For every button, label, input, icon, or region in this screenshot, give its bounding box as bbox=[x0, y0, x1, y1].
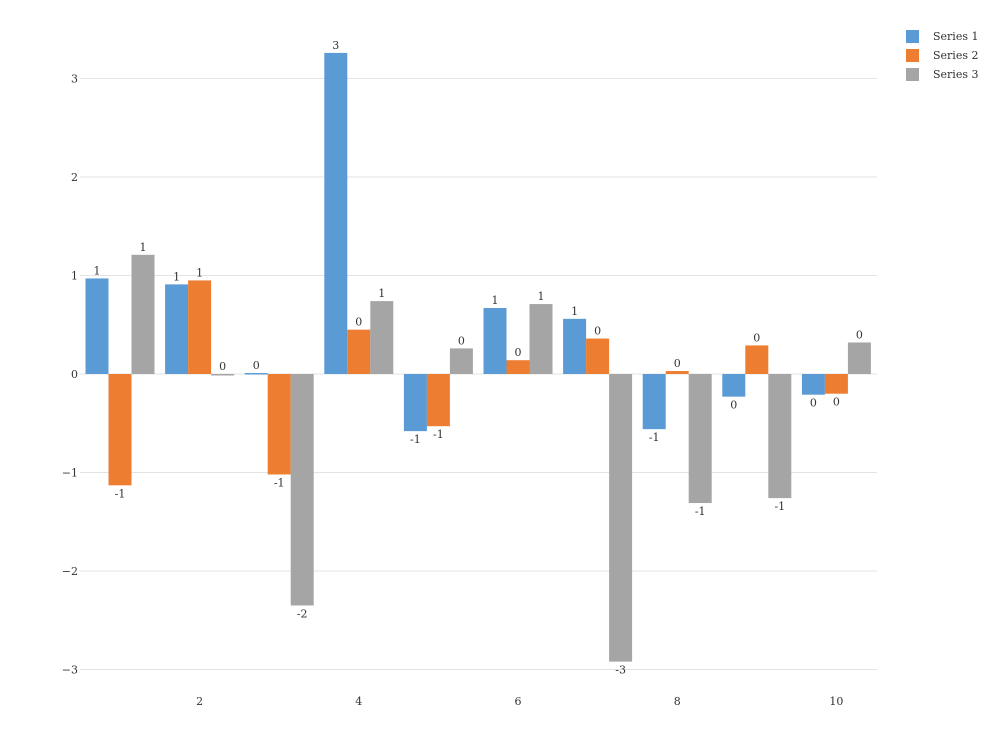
bar bbox=[483, 308, 507, 374]
data-label: -1 bbox=[695, 505, 706, 518]
data-label: -3 bbox=[615, 664, 626, 677]
bar bbox=[563, 318, 587, 374]
data-label: 0 bbox=[458, 334, 465, 347]
bar bbox=[290, 374, 314, 606]
data-label: -1 bbox=[274, 476, 285, 489]
data-label: 0 bbox=[833, 396, 840, 409]
bar bbox=[529, 304, 553, 374]
y-tick-label: −3 bbox=[62, 664, 78, 677]
data-label: 1 bbox=[538, 290, 545, 303]
legend-item-series-3[interactable]: Series 3 bbox=[906, 65, 978, 84]
bar bbox=[449, 348, 473, 374]
data-label: 0 bbox=[219, 360, 226, 373]
bar bbox=[211, 374, 235, 376]
bar bbox=[131, 254, 155, 374]
data-label: -2 bbox=[297, 607, 308, 620]
bar bbox=[85, 278, 109, 374]
data-label: -1 bbox=[774, 500, 785, 513]
bar bbox=[267, 374, 291, 475]
data-label: 0 bbox=[594, 325, 601, 338]
data-labels: 1 1 0 3 -1 1 1 -1 0 0 -1 1 -1 0 -1 0 0 0 0 0 1 0 -2 1 0 1 -3 -1 -1 0 bbox=[94, 39, 863, 677]
data-label: 3 bbox=[332, 39, 339, 52]
y-tick-label: −1 bbox=[62, 467, 78, 480]
bar bbox=[586, 338, 610, 374]
bar bbox=[108, 374, 132, 486]
legend-label: Series 3 bbox=[933, 68, 979, 81]
bar bbox=[847, 342, 871, 374]
y-tick-label: 1 bbox=[71, 270, 78, 283]
data-label: 1 bbox=[378, 287, 385, 300]
bar bbox=[506, 360, 530, 374]
data-label: 0 bbox=[515, 346, 522, 359]
legend: Series 1 Series 2 Series 3 bbox=[906, 27, 978, 84]
y-tick-label: 2 bbox=[71, 171, 78, 184]
data-label: 1 bbox=[196, 266, 203, 279]
data-label: 0 bbox=[674, 357, 681, 370]
data-label: 0 bbox=[810, 397, 817, 410]
x-axis-ticks: 2 4 6 8 10 bbox=[196, 695, 843, 708]
data-label: 1 bbox=[173, 270, 180, 283]
bar bbox=[745, 345, 769, 374]
legend-item-series-1[interactable]: Series 1 bbox=[906, 27, 978, 46]
data-label: 0 bbox=[856, 328, 863, 341]
data-label: 0 bbox=[355, 316, 362, 329]
bar bbox=[665, 371, 689, 374]
legend-item-series-2[interactable]: Series 2 bbox=[906, 46, 978, 65]
bar bbox=[688, 374, 712, 504]
bar bbox=[324, 52, 348, 374]
data-label: -1 bbox=[433, 428, 444, 441]
bar bbox=[642, 374, 666, 430]
y-tick-label: 3 bbox=[71, 73, 78, 86]
bar bbox=[801, 374, 825, 395]
bar bbox=[768, 374, 792, 499]
legend-label: Series 2 bbox=[933, 49, 979, 62]
data-label: -1 bbox=[649, 431, 660, 444]
x-tick-label: 2 bbox=[196, 695, 203, 708]
x-tick-label: 8 bbox=[674, 695, 681, 708]
data-label: 1 bbox=[492, 294, 499, 307]
data-label: 0 bbox=[753, 331, 760, 344]
bar bbox=[609, 374, 633, 662]
bar bbox=[347, 329, 371, 374]
legend-swatch bbox=[906, 49, 919, 62]
data-label: 1 bbox=[571, 305, 578, 318]
legend-swatch bbox=[906, 30, 919, 43]
data-label: 1 bbox=[140, 241, 147, 254]
bar bbox=[188, 280, 212, 374]
data-label: -1 bbox=[115, 487, 126, 500]
bar bbox=[370, 301, 394, 374]
bar bbox=[824, 374, 848, 394]
data-label: -1 bbox=[410, 433, 421, 446]
y-axis-ticks: −3 −2 −1 0 1 2 3 bbox=[62, 73, 78, 677]
x-tick-label: 4 bbox=[355, 695, 362, 708]
bar bbox=[722, 374, 746, 397]
bar bbox=[165, 284, 189, 374]
bar bbox=[426, 374, 450, 427]
y-tick-label: −2 bbox=[62, 565, 78, 578]
data-label: 1 bbox=[94, 264, 101, 277]
bars bbox=[85, 52, 871, 662]
x-tick-label: 6 bbox=[515, 695, 522, 708]
x-tick-label: 10 bbox=[829, 695, 843, 708]
y-tick-label: 0 bbox=[71, 368, 78, 381]
legend-swatch bbox=[906, 68, 919, 81]
legend-label: Series 1 bbox=[933, 30, 979, 43]
data-label: 0 bbox=[730, 399, 737, 412]
bar bbox=[403, 374, 427, 432]
data-label: 0 bbox=[253, 359, 260, 372]
bar bbox=[244, 373, 268, 375]
